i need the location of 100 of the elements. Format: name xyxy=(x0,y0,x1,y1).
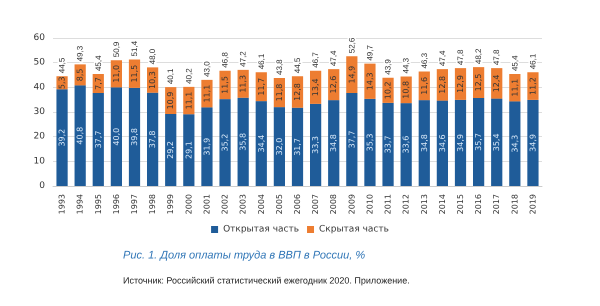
bar xyxy=(256,101,267,186)
data-label: 37,7 xyxy=(347,130,356,148)
bar xyxy=(436,100,448,186)
data-label: 12,6 xyxy=(329,76,338,94)
data-label: 11,8 xyxy=(274,84,284,102)
data-label: 33,6 xyxy=(402,136,411,154)
x-tick-label: 2008 xyxy=(329,194,338,214)
x-tick-label: 2005 xyxy=(274,194,284,214)
y-tick-label: 40 xyxy=(34,82,46,92)
bar xyxy=(527,100,539,186)
data-label: 32,0 xyxy=(274,138,284,156)
data-label: 10,3 xyxy=(148,71,158,89)
bar xyxy=(346,93,358,186)
total-label: 44,5 xyxy=(293,57,302,74)
legend-label: Скрытая часть xyxy=(319,224,389,234)
total-label: 46,7 xyxy=(311,52,320,68)
total-label: 40,1 xyxy=(166,68,176,84)
total-label: 47,8 xyxy=(456,48,465,66)
bar xyxy=(310,104,322,186)
data-label: 11,6 xyxy=(420,76,429,95)
data-label: 35,3 xyxy=(365,134,374,152)
data-label: 12,8 xyxy=(438,76,447,94)
data-label: 11,5 xyxy=(130,64,139,83)
bar xyxy=(292,108,304,186)
data-label: 40,0 xyxy=(112,128,121,146)
y-tick-label: 20 xyxy=(34,132,46,142)
bar xyxy=(364,98,376,186)
x-tick-label: 2014 xyxy=(438,194,447,214)
x-tick-label: 1993 xyxy=(58,194,67,214)
total-label: 48,0 xyxy=(148,48,158,64)
x-tick-label: 2003 xyxy=(238,194,248,214)
data-label: 11,7 xyxy=(256,78,266,96)
total-label: 45,4 xyxy=(94,54,103,72)
x-tick-label: 2010 xyxy=(365,194,374,214)
total-label: 44,5 xyxy=(58,57,67,74)
data-label: 14,3 xyxy=(365,72,374,90)
data-label: 11,2 xyxy=(528,77,538,96)
x-tick-label: 2000 xyxy=(184,194,194,214)
x-tick-label: 2001 xyxy=(202,194,212,214)
total-label: 46,1 xyxy=(528,53,538,70)
x-tick-label: 1998 xyxy=(148,194,158,214)
bar xyxy=(472,98,484,186)
total-label: 47,4 xyxy=(329,50,338,66)
total-label: 49,3 xyxy=(76,45,85,62)
data-label: 35,4 xyxy=(492,133,502,152)
total-label: 50,9 xyxy=(112,41,121,58)
data-label: 11,0 xyxy=(112,64,121,83)
x-tick-label: 2015 xyxy=(456,194,465,214)
data-label: 34,4 xyxy=(256,134,266,152)
x-tick-label: 1995 xyxy=(94,194,103,214)
data-label: 8,5 xyxy=(76,68,85,82)
x-tick-label: 1996 xyxy=(112,194,121,214)
x-tick-label: 2018 xyxy=(510,194,520,214)
bar xyxy=(56,89,68,186)
data-label: 31,9 xyxy=(202,138,212,156)
x-tick-label: 2017 xyxy=(492,194,502,214)
total-label: 43,8 xyxy=(274,58,284,75)
total-label: 45,4 xyxy=(510,54,520,72)
data-label: 37,8 xyxy=(148,130,158,148)
data-label: 34,6 xyxy=(438,134,447,152)
bar xyxy=(454,100,466,186)
data-label: 14,9 xyxy=(347,66,356,84)
data-label: 40,8 xyxy=(76,126,85,145)
bar xyxy=(256,72,267,102)
bar xyxy=(165,114,176,186)
x-tick-label: 2012 xyxy=(402,194,411,214)
data-label: 33,7 xyxy=(384,136,393,154)
x-tick-label: 2013 xyxy=(420,194,429,214)
bar xyxy=(328,100,340,186)
total-label: 46,1 xyxy=(256,53,266,70)
total-label: 47,2 xyxy=(238,50,248,67)
data-label: 13,4 xyxy=(311,78,320,96)
data-label: 34,3 xyxy=(510,134,520,153)
bar xyxy=(491,98,502,186)
x-tick-label: 2016 xyxy=(474,194,484,214)
legend-label: Открытая часть xyxy=(223,224,300,234)
total-label: 46,3 xyxy=(420,52,429,69)
x-tick-label: 1997 xyxy=(130,194,139,214)
data-label: 39,8 xyxy=(130,128,139,146)
total-label: 48,2 xyxy=(474,48,484,64)
data-label: 35,2 xyxy=(220,134,230,152)
bar xyxy=(418,100,430,186)
data-label: 11,1 xyxy=(510,78,520,97)
text: Рис. 1. Доля оплаты труда в ВВП в России, % xyxy=(123,250,366,262)
total-label: 43,0 xyxy=(202,60,212,77)
x-tick-label: 2011 xyxy=(384,194,393,214)
total-label: 49,7 xyxy=(365,44,374,61)
bar xyxy=(219,99,231,186)
y-tick-label: 50 xyxy=(34,58,46,68)
bar xyxy=(128,88,140,186)
data-label: 33,3 xyxy=(311,136,320,154)
total-label: 52,6 xyxy=(347,37,356,54)
total-label: 46,8 xyxy=(220,52,230,68)
bar xyxy=(382,102,394,186)
data-label: 31,7 xyxy=(293,138,302,156)
data-label: 10,9 xyxy=(166,92,176,110)
bar xyxy=(238,98,249,186)
bar xyxy=(183,114,194,186)
x-tick-label: 2002 xyxy=(220,194,230,214)
data-label: 11,5 xyxy=(220,76,230,94)
